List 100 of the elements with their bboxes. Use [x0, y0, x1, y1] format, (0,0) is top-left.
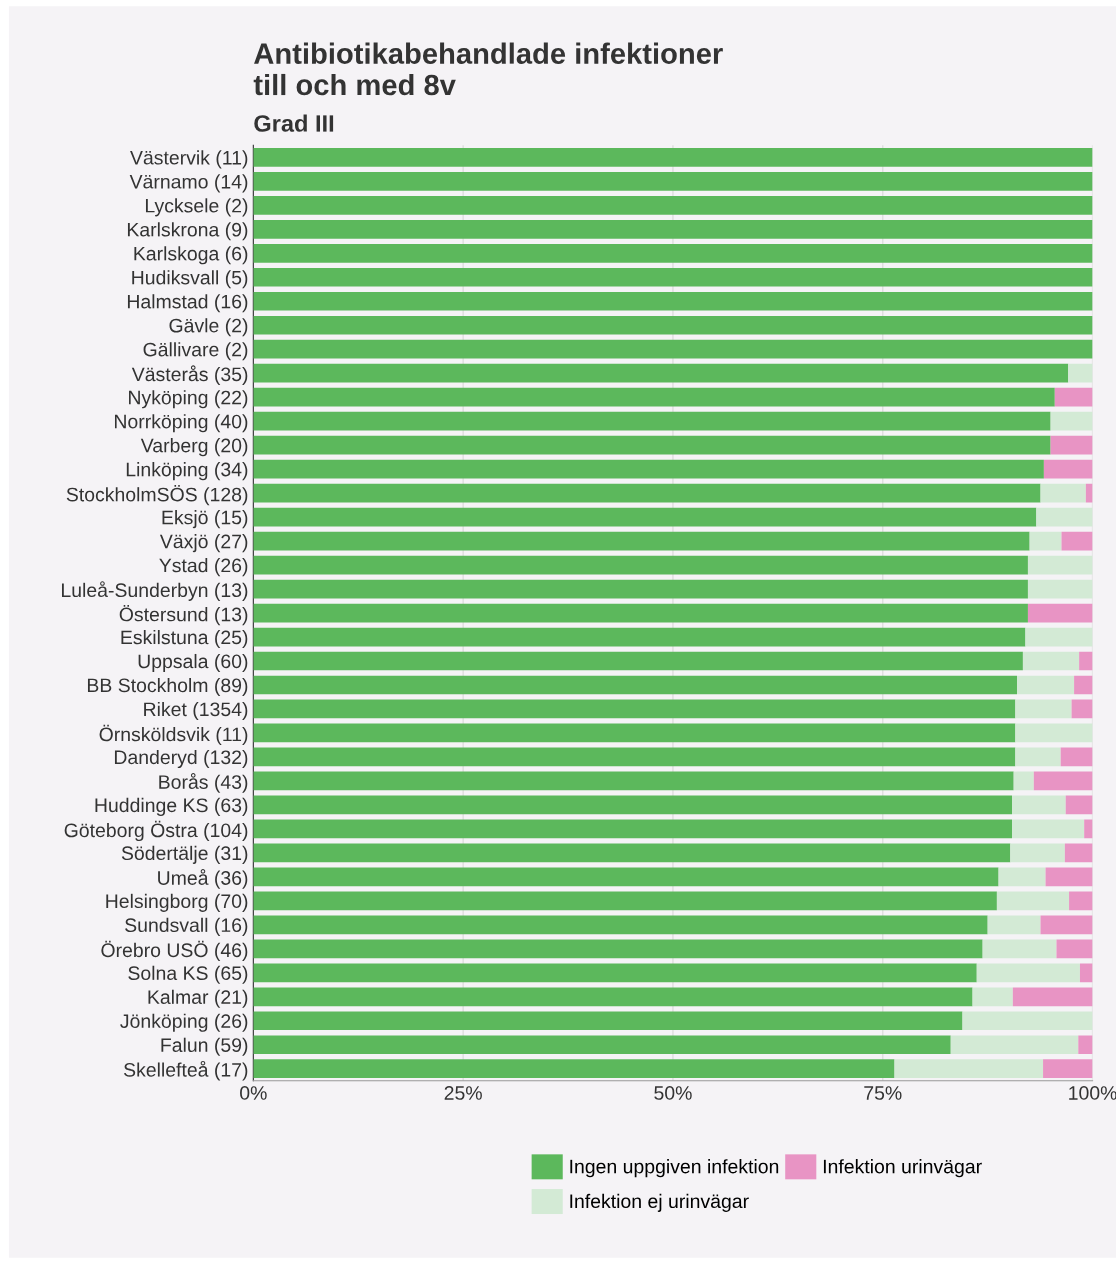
bar: [253, 315, 1093, 335]
bar: [1015, 747, 1061, 767]
bar: [1056, 939, 1093, 959]
bar: [1071, 699, 1093, 719]
bar: [253, 507, 1037, 527]
bar: [1027, 555, 1093, 575]
bar: [1069, 891, 1093, 911]
bar: [1054, 387, 1093, 407]
bar: [253, 723, 1016, 743]
bar: [253, 363, 1069, 383]
bar: [998, 867, 1046, 887]
bar: [253, 651, 1023, 671]
bar: [1013, 771, 1034, 791]
bar: [253, 699, 1016, 719]
bar: [1036, 507, 1093, 527]
bar: [1079, 651, 1093, 671]
x-tick-label: 0%: [240, 1086, 267, 1100]
bar: [253, 1011, 963, 1031]
bar: [962, 1011, 1093, 1031]
y-tick-label: Hudiksvall (5): [132, 270, 248, 289]
y-tick-label: Östersund (13): [119, 604, 248, 626]
bar: [1033, 771, 1093, 791]
bar: [1017, 675, 1075, 695]
y-tick-label: Sundsvall (16): [125, 917, 248, 936]
bar: [253, 987, 973, 1007]
x-tick-label: 25%: [444, 1086, 482, 1100]
bar: [1012, 987, 1093, 1007]
bar: [253, 339, 1093, 359]
legend-label: Infektion ej urinvägar: [570, 1193, 749, 1212]
bar: [1027, 603, 1093, 623]
bar: [253, 747, 1016, 767]
bar: [253, 243, 1093, 263]
bar: [1050, 411, 1093, 431]
bar: [253, 1035, 951, 1055]
bar: [253, 555, 1028, 575]
y-tick-label: Karlskoga (6): [134, 246, 248, 265]
bar: [987, 915, 1041, 935]
y-tick-label: Danderyd (132): [114, 749, 248, 769]
y-tick-label: Helsingborg (70): [106, 893, 248, 912]
bar: [1015, 699, 1072, 719]
bar: [253, 843, 1011, 863]
bar: [253, 963, 977, 983]
x-tick-label: 50%: [654, 1086, 692, 1100]
bar: [1078, 1035, 1093, 1055]
bar: [253, 603, 1028, 623]
y-tick-label: Västervik (11): [130, 150, 248, 169]
bar: [1015, 723, 1093, 743]
y-tick-label: Jönköping (26): [120, 1013, 248, 1032]
bar: [253, 148, 1093, 167]
y-tick-label: Eskilstuna (25): [121, 629, 248, 649]
y-tick-label: Gällivare (2): [143, 342, 248, 361]
y-tick-label: BB Stockholm (89): [87, 677, 248, 697]
legend-label: Ingen uppgiven infektion: [570, 1159, 779, 1178]
y-tick-label: Lycksele (2): [145, 198, 248, 217]
chart-subtitle: Grad III: [254, 114, 334, 132]
bar: [253, 459, 1044, 479]
bar: [253, 411, 1051, 431]
bar: [1027, 579, 1093, 599]
bar: [253, 819, 1012, 839]
y-tick-label: Umeå (36): [158, 869, 248, 889]
bar: [253, 627, 1026, 647]
bar: [253, 435, 1051, 455]
bar: [253, 267, 1093, 287]
bar: [253, 219, 1093, 239]
bar: [1050, 435, 1093, 455]
bar: [1022, 651, 1080, 671]
y-tick-label: Kalmar (21): [148, 989, 248, 1008]
bar: [253, 939, 983, 959]
y-tick-label: Värnamo (14): [129, 174, 248, 193]
y-tick-label: Örnsköldsvik (11): [99, 724, 248, 746]
y-tick-label: Göteborg Östra (104): [64, 820, 248, 842]
bar: [253, 915, 988, 935]
bar: [253, 579, 1028, 599]
bar: [1040, 915, 1093, 935]
x-tick-label: 75%: [864, 1086, 902, 1100]
y-tick-label: Varberg (20): [140, 438, 248, 457]
y-tick-label: Ystad (26): [159, 558, 248, 577]
bar: [253, 771, 1014, 791]
y-tick-label: Luleå-Sunderbyn (13): [62, 581, 248, 601]
y-tick-label: Falun (59): [161, 1037, 248, 1056]
bar: [1012, 819, 1085, 839]
bar: [1025, 627, 1093, 647]
y-tick-label: Södertälje (31): [121, 845, 248, 864]
y-tick-label: Karlskrona (9): [127, 222, 248, 241]
y-tick-label: StockholmSÖS (128): [66, 484, 248, 506]
y-tick-label: Riket (1354): [144, 701, 248, 721]
y-tick-label: Eksjö (15): [162, 510, 248, 529]
bar: [253, 195, 1093, 215]
bar: [1060, 747, 1093, 767]
bar: [1068, 363, 1093, 383]
y-tick-label: Solna KS (65): [128, 965, 248, 984]
bar: [1074, 675, 1093, 695]
y-tick-label: Örebro USÖ (46): [101, 940, 248, 961]
bar: [1043, 1059, 1093, 1079]
bar: [253, 867, 999, 887]
bar: [1043, 459, 1093, 479]
bar: [253, 675, 1018, 695]
y-tick-label: Norrköping (40): [114, 414, 248, 433]
bar: [253, 531, 1030, 551]
bar: [996, 891, 1070, 911]
